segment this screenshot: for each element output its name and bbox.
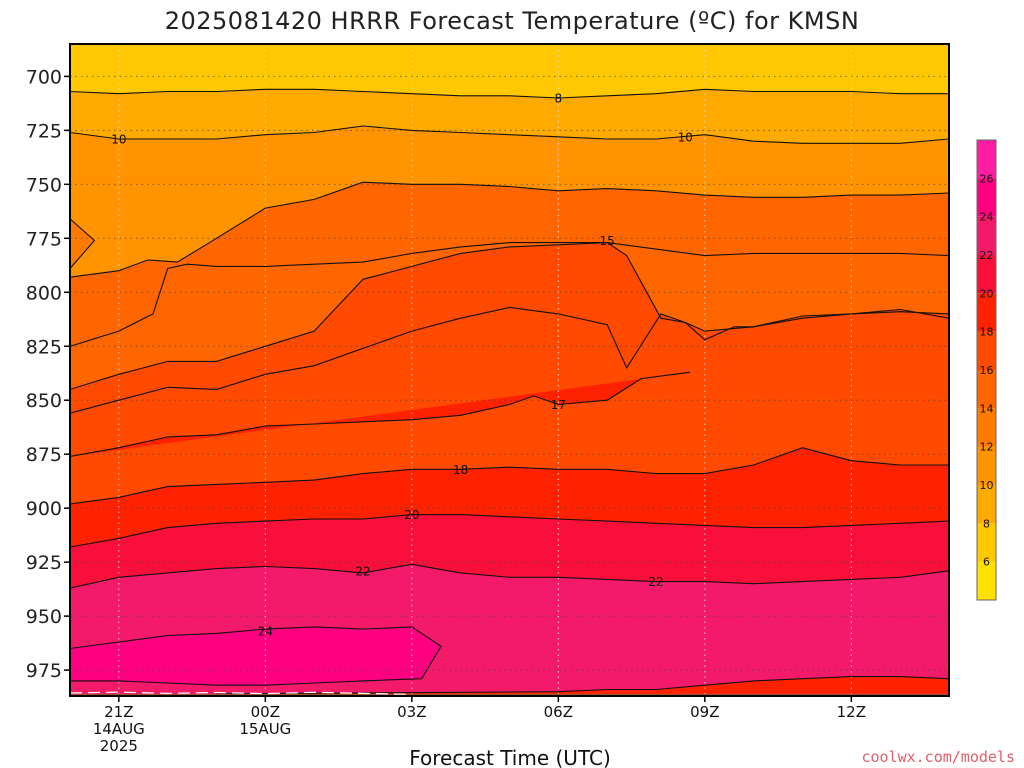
colorbar-label: 8 <box>983 517 990 530</box>
colorbar-label: 20 <box>980 287 994 300</box>
x-tick-label: 15AUG <box>239 720 291 738</box>
y-tick-label: 900 <box>26 498 62 520</box>
x-tick-label: 09Z <box>690 703 719 721</box>
contour-label: 15 <box>600 234 615 248</box>
y-tick-label: 975 <box>26 660 62 682</box>
contour-label: 24 <box>258 625 273 639</box>
contour-line-14 <box>70 218 96 269</box>
credit-text: coolwx.com/models <box>861 748 1015 766</box>
contour-label: 22 <box>355 564 370 578</box>
contour-label: 20 <box>404 508 419 522</box>
contour-line-17 <box>70 306 949 414</box>
y-tick-label: 800 <box>26 282 62 304</box>
colorbar-segment <box>977 561 996 600</box>
x-tick-label: 03Z <box>397 703 426 721</box>
colorbar-label: 6 <box>983 556 990 569</box>
y-tick-label: 950 <box>26 606 62 628</box>
y-tick-label: 875 <box>26 444 62 466</box>
grid-lines <box>70 44 949 696</box>
colorbar-label: 18 <box>980 326 994 339</box>
contour-line-14 <box>70 181 949 278</box>
y-tick-label: 850 <box>26 390 62 412</box>
x-axis-title: Forecast Time (UTC) <box>409 746 611 768</box>
contour-line-15 <box>70 242 949 347</box>
temperature-fill-bands <box>70 44 949 696</box>
band-fill-pocket-18 <box>70 372 691 457</box>
y-tick-label: 825 <box>26 336 62 358</box>
colorbar-segment <box>977 178 996 217</box>
y-tick-label: 750 <box>26 174 62 196</box>
colorbar-label: 12 <box>980 441 994 454</box>
contour-line-16 <box>70 242 949 390</box>
colorbar-label: 22 <box>980 249 994 262</box>
contour-line-20 <box>70 514 949 548</box>
contour-line-18 <box>70 371 691 457</box>
band-fill-pocket-14 <box>70 218 95 269</box>
ground-surface <box>70 693 949 696</box>
y-axis: 700 725 750 775 800 825 850 875 900 925 950 975 <box>26 66 70 682</box>
colorbar-label: 14 <box>980 402 994 415</box>
contour-line-22 <box>70 563 949 589</box>
contour-label: 8 <box>555 91 563 105</box>
colorbar-segment <box>977 293 996 332</box>
y-tick-label: 925 <box>26 552 62 574</box>
contour-line-8 <box>70 88 949 99</box>
x-tick-label: 06Z <box>544 703 573 721</box>
plot-frame <box>69 43 950 697</box>
y-tick-label: 775 <box>26 228 62 250</box>
contour-label: 18 <box>453 463 468 477</box>
colorbar-segment <box>977 408 996 447</box>
colorbar-segment <box>977 140 996 179</box>
colorbar-segment <box>977 485 996 524</box>
contour-line-24 <box>70 626 442 686</box>
contour-label: 22 <box>648 575 663 589</box>
x-tick-label: 00Z <box>251 703 280 721</box>
x-tick-label: 14AUG <box>93 720 145 738</box>
x-tick-label: 21Z <box>104 703 133 721</box>
y-tick-label: 700 <box>26 66 62 88</box>
contour-line-18 <box>70 447 949 505</box>
colorbar-label: 10 <box>980 479 994 492</box>
colorbar-segment <box>977 216 996 255</box>
colorbar-segment <box>977 446 996 485</box>
x-tick-label: 12Z <box>837 703 866 721</box>
colorbar-label: 16 <box>980 364 994 377</box>
ground-edge-highlight <box>70 691 412 695</box>
colorbar-label: 24 <box>980 211 994 224</box>
contour-label: 10 <box>111 132 126 146</box>
colorbar-label: 26 <box>980 172 994 185</box>
colorbar: 6 8 10 12 14 16 18 20 22 24 26 <box>976 139 997 601</box>
colorbar-segment <box>977 370 996 409</box>
colorbar-segment <box>977 331 996 370</box>
chart-title: 2025081420 HRRR Forecast Temperature (ºC… <box>165 7 860 35</box>
colorbar-segment <box>977 523 996 562</box>
x-tick-label: 2025 <box>100 737 138 755</box>
band-fill-pocket-22.5 <box>216 676 949 696</box>
band-fill-pocket-24 <box>70 626 442 686</box>
contour-line-10 <box>70 125 949 144</box>
ground-band <box>70 691 949 696</box>
colorbar-segment <box>977 255 996 294</box>
contour-line-22.5 <box>216 676 949 695</box>
y-tick-label: 725 <box>26 120 62 142</box>
colorbar-frame <box>976 139 997 601</box>
contour-label: 10 <box>678 130 693 144</box>
